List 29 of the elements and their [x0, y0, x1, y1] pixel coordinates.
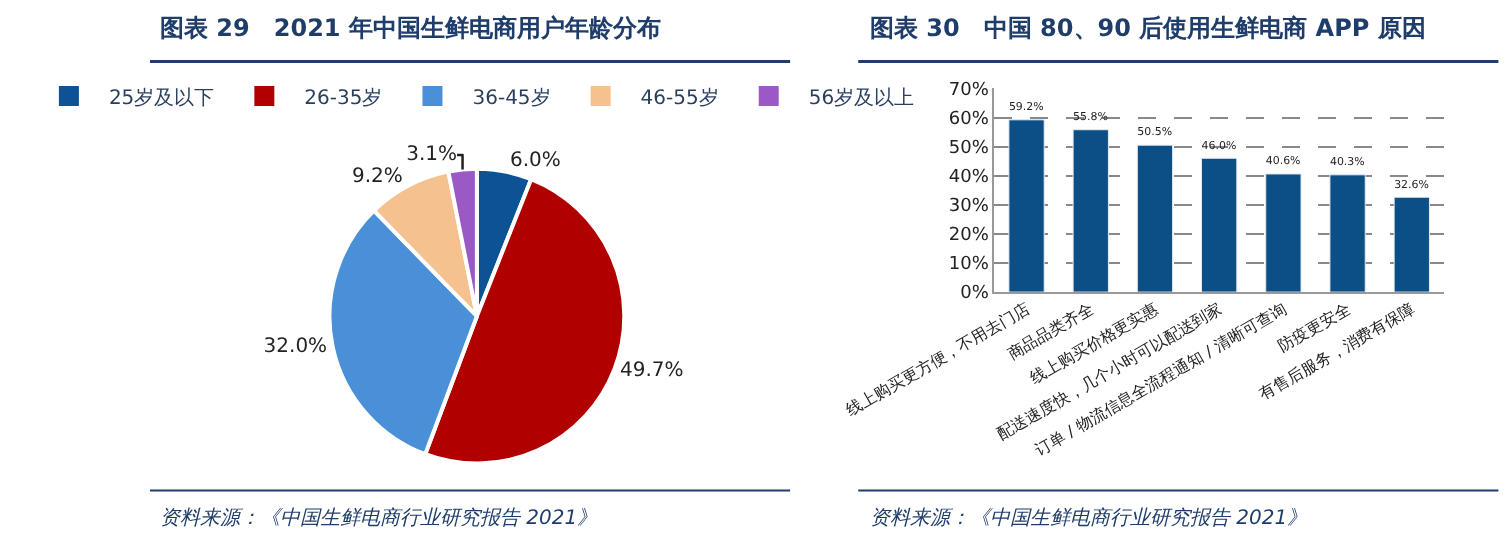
chart-title: 图表 30 中国 80、90 后使用生鲜电商 APP 原因 — [870, 14, 1426, 42]
data-label: 3.1% — [406, 144, 458, 167]
bar — [1136, 144, 1174, 293]
y-tick-label: 60% — [948, 109, 990, 130]
y-tick-label: 10% — [948, 255, 990, 276]
legend-label: 56岁及以上 — [808, 85, 915, 110]
bar — [1265, 173, 1302, 293]
bar — [1201, 157, 1238, 293]
bar — [1329, 174, 1366, 293]
data-label: 9.2% — [352, 166, 403, 189]
bar — [1393, 196, 1430, 293]
y-tick-label: 30% — [948, 197, 990, 218]
y-tick-label: 20% — [948, 226, 990, 247]
data-label: 6.0% — [510, 149, 561, 172]
data-label: 32.0% — [263, 336, 328, 359]
chart-title: 图表 29 2021 年中国生鲜电商用户年龄分布 — [160, 14, 661, 42]
y-tick-label: 0% — [960, 284, 990, 305]
legend-label: 46-55岁 — [640, 85, 719, 110]
y-tick-label: 50% — [948, 138, 990, 159]
legend-label: 36-45岁 — [472, 85, 551, 110]
text: 资料来源：《中国生鲜电商行业研究报告 2021》 — [870, 506, 1308, 530]
legend-label: 25岁及以下 — [108, 85, 215, 110]
bar — [1072, 129, 1109, 293]
legend-label: 26-35岁 — [304, 85, 383, 110]
text: 资料来源：《中国生鲜电商行业研究报告 2021》 — [160, 506, 598, 530]
bar — [1008, 119, 1045, 293]
data-label: 49.7% — [619, 359, 684, 382]
y-tick-label: 70% — [948, 80, 990, 101]
y-tick-label: 40% — [948, 168, 990, 188]
